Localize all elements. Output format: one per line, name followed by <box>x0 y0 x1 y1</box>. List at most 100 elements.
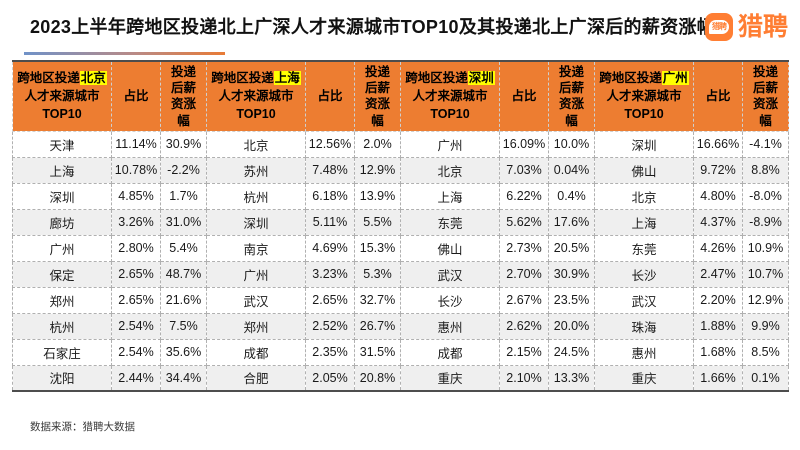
cell-salary-change: 7.5% <box>160 312 207 340</box>
cell-source-city: 佛山 <box>400 234 500 262</box>
header-salary-change-col: 投递后薪资涨幅 <box>548 60 595 132</box>
cell-source-city: 东莞 <box>594 234 694 262</box>
cell-salary-change: 0.04% <box>548 156 595 184</box>
table-row: 上海 10.78% -2.2% 苏州 7.48% 12.9% 北京 7.03% 0.04% 佛山 9… <box>12 156 789 184</box>
cell-source-city: 廊坊 <box>12 208 112 236</box>
cell-salary-change: 31.5% <box>354 338 401 366</box>
cell-ratio: 4.37% <box>693 208 743 236</box>
cell-source-city: 长沙 <box>400 286 500 314</box>
cell-salary-change: 21.6% <box>160 286 207 314</box>
cell-salary-change: 34.4% <box>160 364 207 392</box>
cell-source-city: 深圳 <box>12 182 112 210</box>
cell-source-city: 合肥 <box>206 364 306 392</box>
cell-salary-change: 20.5% <box>548 234 595 262</box>
cell-ratio: 2.44% <box>111 364 161 392</box>
cell-source-city: 上海 <box>594 208 694 236</box>
cell-ratio: 6.18% <box>305 182 355 210</box>
table-row: 广州 2.80% 5.4% 南京 4.69% 15.3% 佛山 2.73% 20.5% 东莞 4.2… <box>12 234 789 262</box>
cell-source-city: 南京 <box>206 234 306 262</box>
cell-salary-change: 0.1% <box>742 364 789 392</box>
cell-ratio: 1.68% <box>693 338 743 366</box>
cell-salary-change: 8.5% <box>742 338 789 366</box>
header-prefix: 跨地区投递 <box>211 71 274 86</box>
cell-source-city: 沈阳 <box>12 364 112 392</box>
data-source-note: 数据来源：猎聘大数据 <box>30 421 135 433</box>
header-ratio-col: 占比 <box>499 60 549 132</box>
header-ratio-col: 占比 <box>693 60 743 132</box>
cell-salary-change: 23.5% <box>548 286 595 314</box>
cell-ratio: 2.10% <box>499 364 549 392</box>
cell-source-city: 郑州 <box>12 286 112 314</box>
cell-ratio: 7.48% <box>305 156 355 184</box>
cell-salary-change: 9.9% <box>742 312 789 340</box>
cell-ratio: 4.26% <box>693 234 743 262</box>
cell-source-city: 武汉 <box>206 286 306 314</box>
cell-ratio: 2.20% <box>693 286 743 314</box>
cell-salary-change: 35.6% <box>160 338 207 366</box>
cell-salary-change: 31.0% <box>160 208 207 236</box>
cell-ratio: 7.03% <box>499 156 549 184</box>
cell-salary-change: 8.8% <box>742 156 789 184</box>
cell-ratio: 16.66% <box>693 130 743 158</box>
cell-source-city: 上海 <box>12 156 112 184</box>
header-target-city-highlight: 北京 <box>79 71 107 86</box>
cell-source-city: 北京 <box>206 130 306 158</box>
liepin-logo: 猎聘 猎聘 <box>704 13 788 41</box>
cell-salary-change: 10.0% <box>548 130 595 158</box>
header-prefix: 跨地区投递 <box>405 71 468 86</box>
cell-ratio: 5.62% <box>499 208 549 236</box>
header-salary-change-col: 投递后薪资涨幅 <box>354 60 401 132</box>
cell-ratio: 2.70% <box>499 260 549 288</box>
cell-salary-change: -4.1% <box>742 130 789 158</box>
table-row: 天津 11.14% 30.9% 北京 12.56% 2.0% 广州 16.09% 10.0% 深圳… <box>12 130 789 158</box>
cell-source-city: 深圳 <box>594 130 694 158</box>
cell-source-city: 成都 <box>206 338 306 366</box>
cell-salary-change: 5.3% <box>354 260 401 288</box>
header-prefix: 跨地区投递 <box>17 71 80 86</box>
cell-ratio: 2.47% <box>693 260 743 288</box>
cell-source-city: 石家庄 <box>12 338 112 366</box>
cell-source-city: 东莞 <box>400 208 500 236</box>
cell-salary-change: 24.5% <box>548 338 595 366</box>
cell-source-city: 保定 <box>12 260 112 288</box>
cell-salary-change: 10.7% <box>742 260 789 288</box>
cell-salary-change: 10.9% <box>742 234 789 262</box>
cell-source-city: 北京 <box>594 182 694 210</box>
header-ratio-col: 占比 <box>305 60 355 132</box>
cell-source-city: 成都 <box>400 338 500 366</box>
cell-ratio: 5.11% <box>305 208 355 236</box>
cell-ratio: 4.69% <box>305 234 355 262</box>
cell-source-city: 武汉 <box>594 286 694 314</box>
cell-ratio: 2.05% <box>305 364 355 392</box>
cell-ratio: 3.23% <box>305 260 355 288</box>
header-source-city-col-广州: 跨地区投递广州 人才来源城市 TOP10 <box>594 60 694 132</box>
table-row: 沈阳 2.44% 34.4% 合肥 2.05% 20.8% 重庆 2.10% 13.3% 重庆 1.… <box>12 364 789 392</box>
cell-salary-change: 30.9% <box>548 260 595 288</box>
liepin-brand-text: 猎聘 <box>737 13 788 41</box>
cell-ratio: 2.54% <box>111 312 161 340</box>
cell-salary-change: 13.9% <box>354 182 401 210</box>
cell-ratio: 11.14% <box>111 130 161 158</box>
cell-ratio: 2.15% <box>499 338 549 366</box>
cell-source-city: 惠州 <box>400 312 500 340</box>
cell-salary-change: 12.9% <box>354 156 401 184</box>
header-source-city-col-上海: 跨地区投递上海 人才来源城市 TOP10 <box>206 60 306 132</box>
cell-ratio: 6.22% <box>499 182 549 210</box>
cell-ratio: 2.35% <box>305 338 355 366</box>
cell-salary-change: 20.0% <box>548 312 595 340</box>
cell-salary-change: 1.7% <box>160 182 207 210</box>
cell-ratio: 4.85% <box>111 182 161 210</box>
liepin-icon-text: 猎聘 <box>708 20 729 34</box>
talent-table: 跨地区投递北京 人才来源城市 TOP10 占比 投递后薪资涨幅 跨地区投递上海 人才来源城市… <box>12 60 789 392</box>
cell-source-city: 重庆 <box>400 364 500 392</box>
cell-salary-change: 30.9% <box>160 130 207 158</box>
cell-salary-change: 26.7% <box>354 312 401 340</box>
cell-source-city: 杭州 <box>206 182 306 210</box>
title-underline-gradient <box>24 52 225 55</box>
cell-salary-change: -8.0% <box>742 182 789 210</box>
cell-source-city: 杭州 <box>12 312 112 340</box>
cell-salary-change: 15.3% <box>354 234 401 262</box>
header-source-city-col-深圳: 跨地区投递深圳 人才来源城市 TOP10 <box>400 60 500 132</box>
cell-source-city: 佛山 <box>594 156 694 184</box>
cell-ratio: 10.78% <box>111 156 161 184</box>
